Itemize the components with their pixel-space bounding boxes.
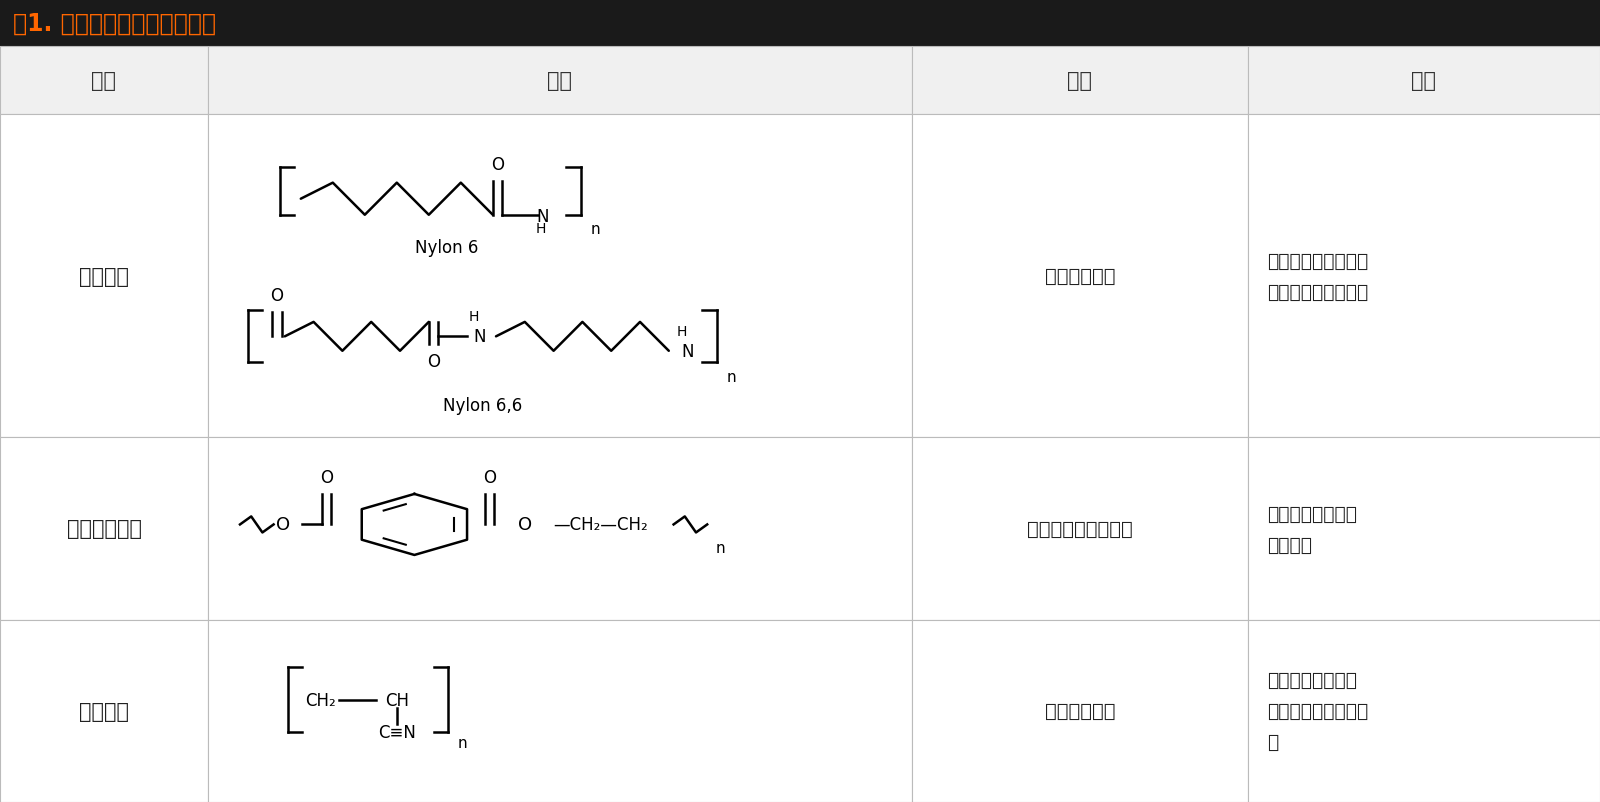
Text: ストッキング、衣料
品、ベルト、ロープ: ストッキング、衣料 品、ベルト、ロープ [1267,251,1368,302]
Text: H: H [469,310,478,324]
Text: 構造: 構造 [547,71,573,91]
Text: CH: CH [386,691,410,709]
Text: —CH₂—CH₂: —CH₂—CH₂ [554,516,648,534]
Bar [0,115,208,438]
Text: ポリエステル: ポリエステル [67,519,141,539]
Text: 名称: 名称 [91,71,117,91]
Text: O: O [270,287,283,305]
Bar [208,115,912,438]
Bar [912,620,1248,802]
Text: O: O [320,468,333,486]
Bar [912,47,1248,115]
Text: CH₂: CH₂ [304,691,336,709]
Text: n: n [590,222,600,237]
Text: C≡N: C≡N [378,723,416,741]
Text: アクリル: アクリル [78,701,130,721]
Text: ナイロン: ナイロン [78,266,130,286]
Bar [208,47,912,115]
Text: O: O [483,468,496,486]
Bar [0,620,208,802]
Text: N: N [474,328,486,346]
Bar [208,438,912,620]
Text: 衣料品、ワイシャ
ツ、混紡: 衣料品、ワイシャ ツ、混紡 [1267,504,1357,553]
Text: 羊毛の風合い: 羊毛の風合い [1045,702,1115,720]
Text: n: n [458,735,467,750]
Bar [1248,47,1600,115]
Text: n: n [715,541,725,556]
Text: O: O [491,156,504,174]
Text: H: H [536,221,546,235]
Text: H: H [677,325,686,338]
Text: 特徴: 特徴 [1067,71,1093,91]
Text: 表1. 合成繊維の特徴・活用例: 表1. 合成繊維の特徴・活用例 [13,11,216,35]
Text: Nylon 6: Nylon 6 [414,238,478,257]
Text: N: N [682,342,694,360]
Text: O: O [277,516,290,534]
Text: O: O [427,353,440,371]
Text: Nylon 6,6: Nylon 6,6 [443,396,522,414]
Bar [912,438,1248,620]
Bar [912,115,1248,438]
Bar [0,0,1600,47]
Bar [0,47,208,115]
Text: O: O [518,516,531,534]
Text: 用途: 用途 [1411,71,1437,91]
Text: ニットウェアー、
カーペット、人工毛
皮: ニットウェアー、 カーペット、人工毛 皮 [1267,670,1368,751]
Text: 防しわ性、艇吸湿性: 防しわ性、艇吸湿性 [1027,520,1133,538]
Bar [1248,620,1600,802]
Text: N: N [536,208,549,226]
Bar [208,620,912,802]
Bar [1248,115,1600,438]
Text: 細く、美しい: 細く、美しい [1045,267,1115,286]
Text: n: n [726,370,736,384]
Bar [1248,438,1600,620]
Bar [0,438,208,620]
